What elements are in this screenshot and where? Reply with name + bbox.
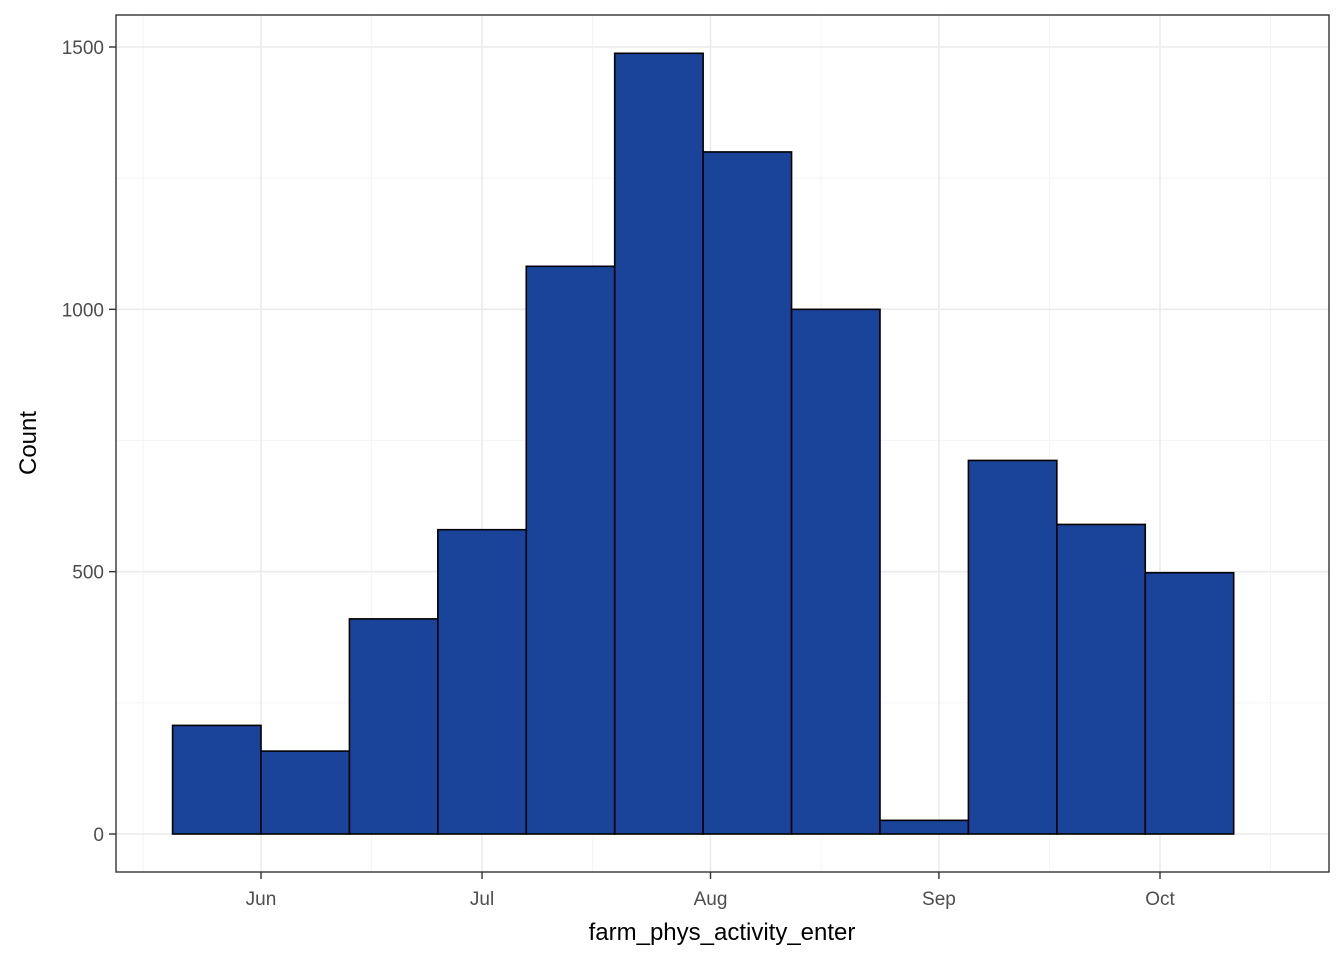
x-axis-title: farm_phys_activity_enter [589,919,856,946]
panel-border [115,14,1330,873]
y-axis: 0 500 1000 1500 [62,38,116,846]
histogram-bar-9 [879,819,970,835]
y-tick-label: 1000 [62,300,104,321]
x-tick-label: Aug [694,889,728,910]
x-tick-label: Jul [470,889,494,910]
x-tick-label: Oct [1145,889,1175,910]
histogram-bars [171,52,1235,835]
y-axis-title: Count [15,411,42,475]
x-tick-label: Jun [246,889,277,910]
histogram-bar-6 [613,52,704,835]
histogram-bar-3 [348,618,439,835]
histogram-bar-11 [1056,523,1147,835]
x-tick-label: Sep [922,889,956,910]
y-tick-label: 1500 [62,38,104,59]
histogram-bar-10 [967,459,1058,835]
histogram-bar-2 [260,750,351,835]
histogram-bar-8 [790,308,881,835]
histogram-bar-5 [525,265,616,835]
histogram-bar-4 [437,528,528,835]
y-tick-label: 0 [93,825,104,846]
histogram-bar-7 [702,151,793,835]
histogram-bar-1 [171,724,262,835]
y-tick-label: 500 [72,563,104,584]
x-axis: Jun Jul Aug Sep Oct [246,872,1175,910]
histogram-bar-12 [1144,571,1235,835]
